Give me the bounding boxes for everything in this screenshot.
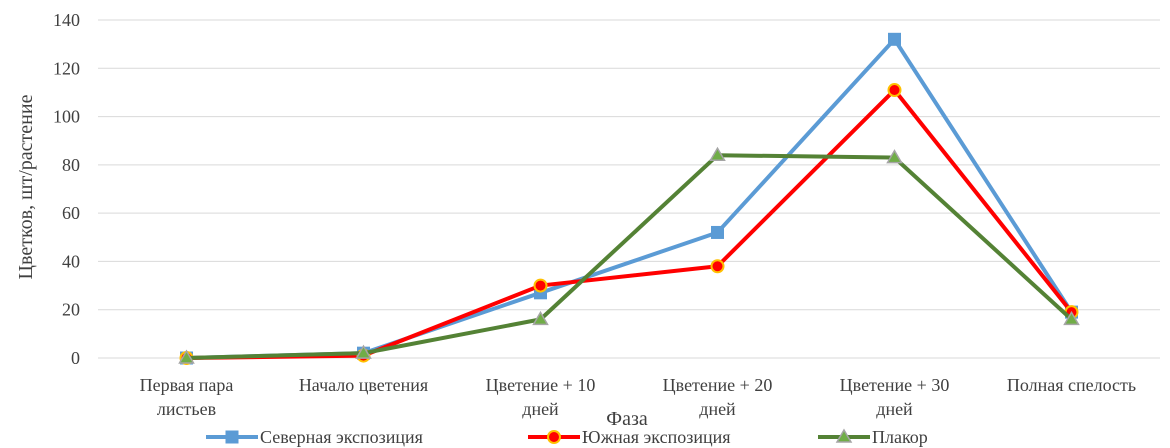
- data-point: [709, 146, 726, 161]
- data-point: [533, 278, 548, 293]
- x-category-label: Первая пара: [140, 375, 234, 395]
- y-tick-label: 80: [62, 155, 80, 175]
- x-axis-title: Фаза: [606, 408, 648, 430]
- grid-lines: [98, 19, 1160, 359]
- legend-marker: [835, 428, 853, 443]
- y-tick-label: 140: [53, 10, 80, 30]
- series-2: [179, 83, 1079, 365]
- legend-item-3: Плакор: [818, 427, 928, 447]
- y-tick-label: 120: [53, 58, 80, 78]
- legend-label: Северная экспозиция: [260, 427, 423, 447]
- data-point: [886, 149, 903, 164]
- series-1: [180, 32, 1078, 365]
- y-axis-tick-labels: 0 20 40 60 80 100 120 140: [53, 10, 80, 368]
- x-category-label: Цветение + 10: [486, 375, 596, 395]
- x-category-label: Полная спелость: [1007, 375, 1136, 395]
- y-tick-label: 60: [62, 203, 80, 223]
- legend-label: Плакор: [872, 427, 928, 447]
- y-tick-label: 20: [62, 300, 80, 320]
- x-category-label: Цветение + 20: [663, 375, 773, 395]
- x-category-label: Цветение + 30: [840, 375, 950, 395]
- x-category-label: дней: [699, 399, 736, 419]
- legend-marker: [547, 430, 561, 444]
- data-point: [532, 310, 549, 326]
- data-point: [711, 225, 724, 239]
- data-point: [710, 259, 725, 274]
- legend-item-1: Северная экспозиция: [206, 427, 423, 447]
- x-category-label: листьев: [157, 399, 216, 419]
- legend: Северная экспозиция Южная экспозиция Плако…: [206, 427, 928, 447]
- y-tick-label: 0: [71, 348, 80, 368]
- series-group: [178, 32, 1080, 365]
- data-point: [1063, 310, 1080, 326]
- series-line: [186, 88, 1074, 360]
- legend-item-2: Южная экспозиция: [528, 427, 731, 447]
- legend-label: Южная экспозиция: [582, 427, 731, 447]
- legend-marker: [225, 430, 239, 444]
- data-point: [887, 83, 902, 98]
- series-line: [186, 153, 1073, 360]
- data-point: [178, 349, 195, 364]
- x-axis-category-labels: Первая пара листьев Начало цветения Цветени…: [140, 375, 1136, 419]
- y-tick-label: 100: [53, 107, 80, 127]
- data-point: [888, 32, 901, 46]
- data-point: [355, 344, 372, 359]
- x-category-label: дней: [876, 399, 913, 419]
- x-category-label: дней: [522, 399, 559, 419]
- x-category-label: Начало цветения: [299, 375, 428, 395]
- y-axis-title: Цветков, шт/растение: [15, 94, 37, 279]
- series-3: [178, 146, 1080, 364]
- y-tick-label: 40: [62, 251, 80, 271]
